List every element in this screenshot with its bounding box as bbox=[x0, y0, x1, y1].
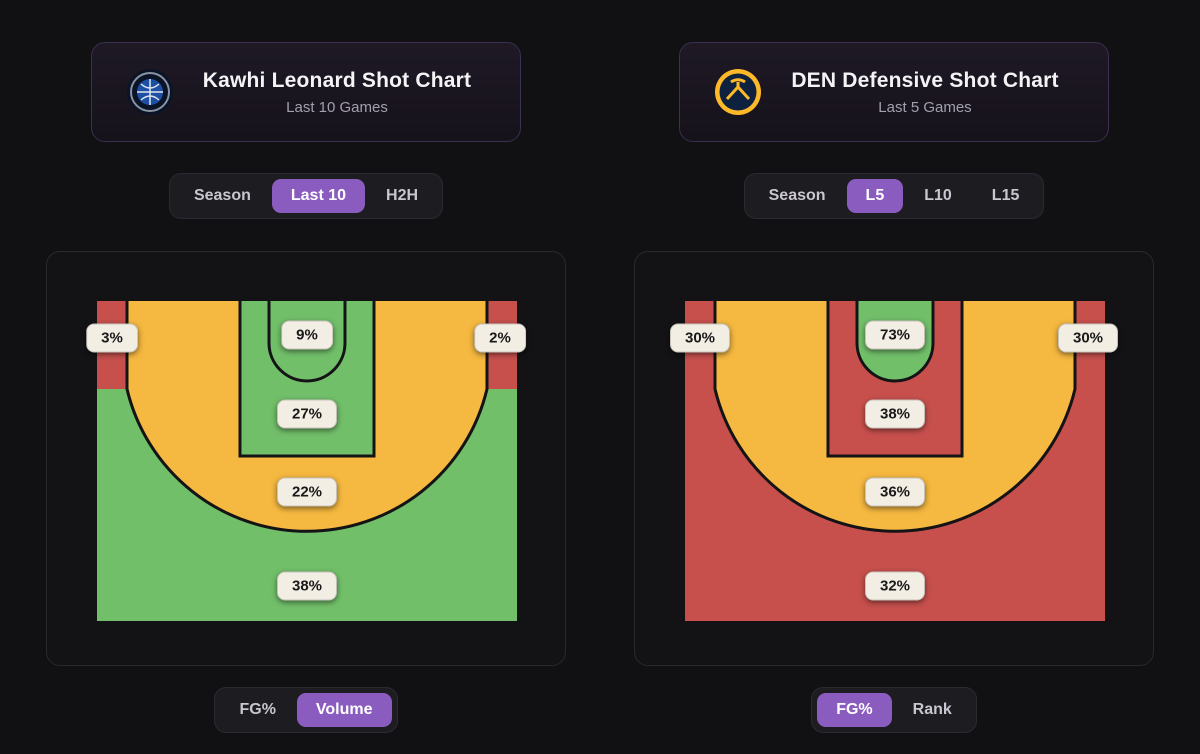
zone-right-corner-3 bbox=[487, 301, 517, 389]
paint-line bbox=[826, 301, 964, 458]
tab-volume[interactable]: Volume bbox=[296, 693, 392, 727]
team-range-row: Season L5 L10 L15 bbox=[634, 173, 1154, 219]
half-court-svg bbox=[97, 301, 517, 621]
player-chart-subtitle: Last 10 Games bbox=[286, 98, 388, 116]
player-header-card: Kawhi Leonard Shot Chart Last 10 Games bbox=[91, 42, 521, 142]
tab-h2h[interactable]: H2H bbox=[367, 179, 437, 213]
tab-season[interactable]: Season bbox=[750, 179, 845, 213]
team-chart-title: DEN Defensive Shot Chart bbox=[791, 68, 1059, 92]
paint-line bbox=[238, 301, 376, 458]
tab-l15[interactable]: L15 bbox=[973, 179, 1039, 213]
tab-l10[interactable]: L10 bbox=[905, 179, 971, 213]
three-point-line bbox=[125, 301, 489, 533]
zone-right-corner-3 bbox=[1075, 301, 1105, 389]
tab-season[interactable]: Season bbox=[175, 179, 270, 213]
team-shot-chart-court: 30% 73% 30% 38% 36% 32% bbox=[669, 301, 1119, 621]
team-metric-tabs: FG% Rank bbox=[811, 687, 977, 733]
la-clippers-logo-icon bbox=[126, 68, 174, 116]
tab-last-10[interactable]: Last 10 bbox=[271, 179, 366, 213]
player-shot-chart-card: 3% 9% 2% 27% 22% 38% bbox=[46, 251, 566, 666]
panel-player-shot-chart: Kawhi Leonard Shot Chart Last 10 Games S… bbox=[46, 0, 566, 754]
team-shot-chart-card: 30% 73% 30% 38% 36% 32% bbox=[634, 251, 1154, 666]
three-point-line bbox=[713, 301, 1077, 533]
tab-fg-[interactable]: FG% bbox=[220, 693, 294, 727]
denver-nuggets-logo-icon bbox=[714, 68, 762, 116]
team-header-card: DEN Defensive Shot Chart Last 5 Games bbox=[679, 42, 1109, 142]
player-chart-title: Kawhi Leonard Shot Chart bbox=[202, 68, 472, 92]
player-metric-row: FG% Volume bbox=[46, 687, 566, 733]
tab-fg-[interactable]: FG% bbox=[817, 693, 892, 727]
restricted-area-line bbox=[267, 301, 347, 383]
player-range-tabs: Season Last 10 H2H bbox=[168, 173, 444, 219]
team-range-tabs: Season L5 L10 L15 bbox=[743, 173, 1045, 219]
team-chart-subtitle: Last 5 Games bbox=[878, 98, 972, 116]
team-metric-row: FG% Rank bbox=[634, 687, 1154, 733]
team-header-text: DEN Defensive Shot Chart Last 5 Games bbox=[762, 69, 1108, 116]
player-shot-chart-court: 3% 9% 2% 27% 22% 38% bbox=[86, 301, 526, 621]
player-header-text: Kawhi Leonard Shot Chart Last 10 Games bbox=[174, 69, 520, 116]
panel-team-defense-shot-chart: DEN Defensive Shot Chart Last 5 Games Se… bbox=[634, 0, 1154, 754]
restricted-area-line bbox=[855, 301, 935, 383]
zone-left-corner-3 bbox=[97, 301, 127, 389]
tab-rank[interactable]: Rank bbox=[894, 693, 971, 727]
half-court-svg bbox=[685, 301, 1105, 621]
tab-l5[interactable]: L5 bbox=[846, 179, 904, 213]
player-metric-tabs: FG% Volume bbox=[214, 687, 398, 733]
zone-left-corner-3 bbox=[685, 301, 715, 389]
player-range-row: Season Last 10 H2H bbox=[46, 173, 566, 219]
